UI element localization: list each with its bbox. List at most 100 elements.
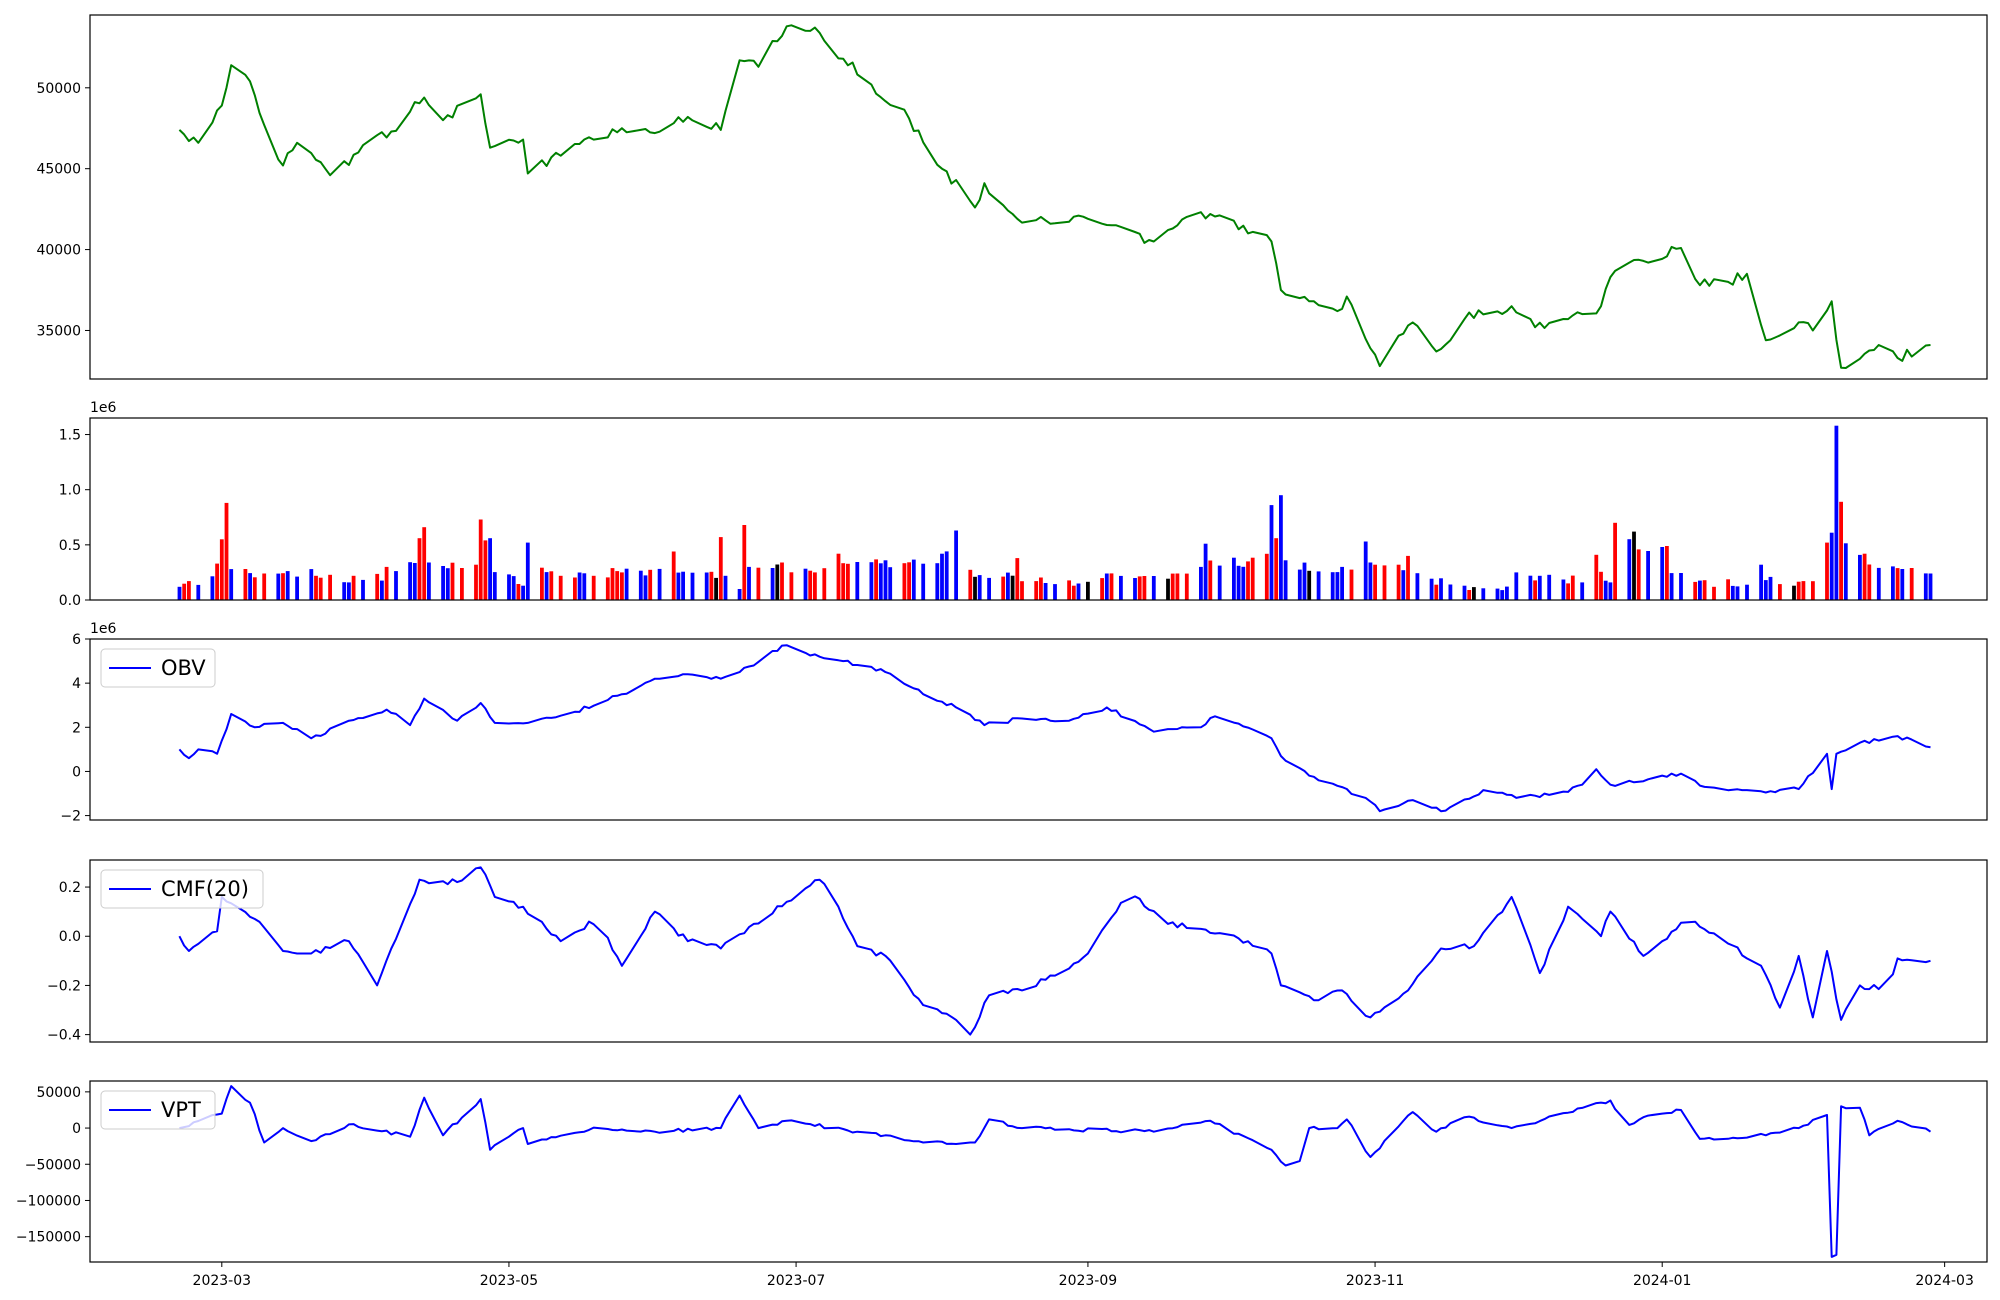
volume-bar (1730, 585, 1735, 600)
volume-bar (1778, 584, 1782, 600)
volume-bar (1071, 585, 1076, 600)
volume-bar (1039, 577, 1043, 600)
volume-bar (1679, 573, 1683, 600)
volume-bar (822, 568, 827, 600)
y-tick-label: 50000 (36, 81, 81, 97)
volume-bar (977, 575, 982, 600)
volume-bar (1528, 575, 1533, 600)
volume-bar (704, 572, 709, 600)
y-offset-label: 1e6 (90, 621, 117, 637)
volume-bar (1928, 573, 1933, 600)
volume-bar (1768, 576, 1773, 600)
volume-bar (605, 577, 610, 600)
volume-bar (723, 575, 728, 600)
y-tick-label: 40000 (36, 243, 81, 259)
volume-bar (1166, 578, 1170, 600)
volume-bar (1076, 583, 1081, 600)
volume-bar (1034, 581, 1039, 600)
volume-bar (422, 527, 427, 600)
x-tick-label: 2023-11 (1346, 1273, 1405, 1289)
volume-bar (813, 572, 817, 600)
y-tick-label: −150000 (16, 1230, 81, 1246)
volume-bar (638, 570, 643, 600)
volume-bar (380, 580, 384, 600)
volume-bar (1274, 538, 1279, 600)
volume-bar (883, 560, 888, 600)
volume-bar (1735, 586, 1740, 600)
volume-bar (342, 582, 347, 600)
volume-bar (351, 575, 356, 600)
volume-bar (1698, 580, 1702, 600)
axes-frame (89, 1080, 1988, 1263)
volume-bar (940, 553, 944, 600)
volume-bar (1636, 549, 1641, 600)
volume-bar (1269, 505, 1274, 600)
volume-bar (1646, 551, 1650, 600)
volume-bar (1053, 584, 1057, 600)
volume-bar (1199, 566, 1203, 600)
volume-bar (549, 571, 554, 600)
volume-bar (775, 564, 780, 600)
y-tick-label: −100000 (16, 1193, 81, 1209)
volume-bar (1467, 590, 1472, 600)
y-tick-label: −2 (60, 809, 81, 825)
legend-box (100, 648, 216, 688)
volume-bar (935, 563, 940, 600)
volume-bar (1373, 564, 1377, 600)
y-tick-label: 6 (72, 632, 81, 648)
volume-bar (196, 584, 201, 600)
volume-bar (954, 530, 958, 600)
volume-bar (921, 563, 926, 600)
volume-bar (690, 572, 695, 600)
volume-bar (836, 553, 841, 600)
panels: 35000 40000 45000 50000 0.0 0.5 1.0 1.5 1e6 −2 0 2 4… (16, 14, 1988, 1263)
volume-bar (1462, 585, 1467, 600)
volume-bar (408, 562, 412, 600)
volume-bar (1208, 560, 1213, 600)
volume-bar (1909, 568, 1914, 600)
y-tick-label: 2 (72, 720, 81, 736)
volume-bar (610, 568, 615, 600)
volume-bar (1236, 565, 1241, 600)
volume-bar (1825, 542, 1829, 600)
volume-bar (460, 568, 464, 600)
volume-bar (577, 572, 582, 600)
volume-bar (1307, 570, 1312, 600)
volume-bar (1415, 573, 1420, 600)
volume-bar (318, 577, 323, 600)
volume-bar (1613, 522, 1617, 600)
volume-bar (1250, 557, 1255, 600)
volume-bar (803, 568, 808, 600)
volume-bar (248, 573, 252, 600)
volume-bar (657, 568, 662, 600)
volume-bar (1547, 574, 1552, 600)
volume-bar (1763, 580, 1768, 600)
volume-bar (1151, 576, 1156, 600)
volume-bar (1133, 578, 1137, 600)
volume-bar (1043, 583, 1048, 600)
volume-bar (243, 569, 248, 600)
x-tick-label: 2024-03 (1915, 1273, 1974, 1289)
volume-bar (878, 563, 883, 600)
volume-bar (375, 573, 380, 600)
volume-bar (1858, 554, 1862, 600)
volume-bar (944, 551, 949, 600)
volume-bar (276, 573, 281, 600)
y-tick-label: 0 (72, 1121, 81, 1137)
y-tick-label: 45000 (36, 162, 81, 178)
volume-bar (1086, 581, 1090, 600)
x-tick-label: 2023-07 (767, 1273, 826, 1289)
volume-bar (252, 577, 257, 600)
volume-bar (309, 569, 314, 600)
volume-bar (525, 542, 530, 600)
volume-bar (681, 571, 685, 600)
y-tick-label: 0.2 (59, 880, 81, 896)
volume-bar (1349, 569, 1354, 600)
panel-cmf: −0.4 −0.2 0.0 0.2 CMF(20) (47, 859, 1988, 1044)
volume-bar (1001, 576, 1006, 600)
series-line-obv (178, 644, 1931, 813)
volume-bar (488, 538, 492, 600)
volume-bar (1429, 578, 1434, 600)
